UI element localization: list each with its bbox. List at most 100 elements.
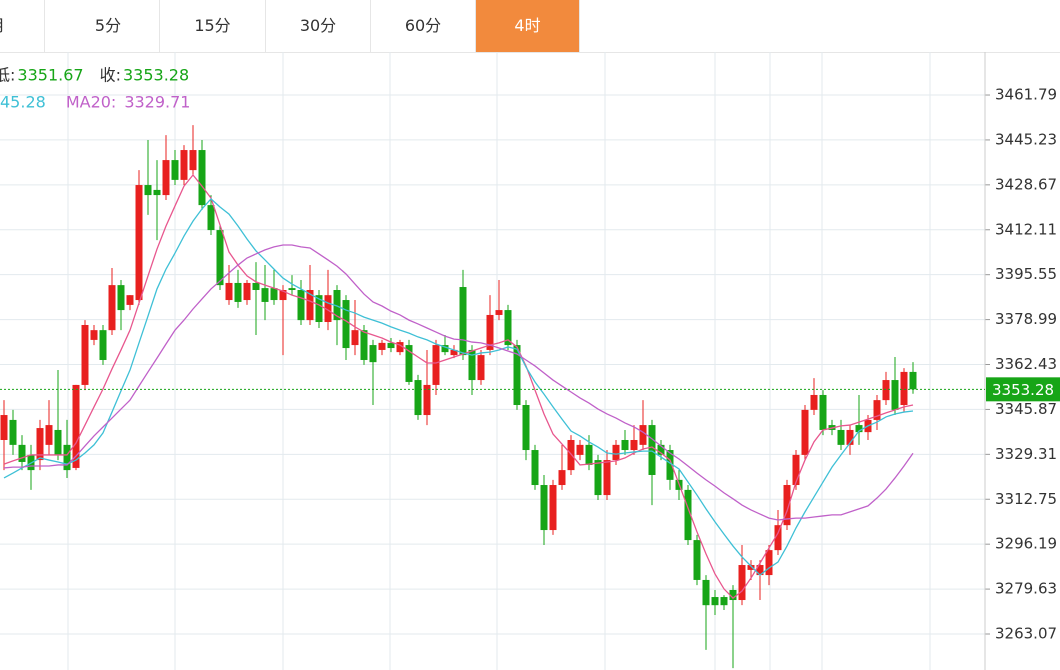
candle-body: [891, 380, 899, 410]
candle-body: [837, 429, 845, 445]
plot-area: [0, 125, 917, 669]
candle-body: [630, 439, 638, 451]
candle-body: [99, 330, 107, 360]
candle-body: [522, 405, 530, 451]
period-tab[interactable]: 月: [0, 0, 45, 52]
candle-body: [369, 345, 377, 363]
candle-body: [702, 579, 710, 606]
candle-body: [603, 460, 611, 496]
period-tab[interactable]: 4时: [476, 0, 580, 52]
candle-body: [405, 345, 413, 382]
candle-body: [432, 345, 440, 385]
candle-body: [477, 355, 485, 381]
candle-body: [810, 394, 818, 410]
candle-body: [729, 589, 737, 601]
candle-body: [756, 565, 764, 576]
candle-body: [549, 485, 557, 531]
period-tab[interactable]: 15分: [160, 0, 266, 52]
candle-body: [504, 310, 512, 346]
y-tick-label: 3345.87: [995, 400, 1057, 418]
y-tick-label: 3378.99: [995, 310, 1057, 328]
ma-line: [3, 244, 914, 521]
period-tab[interactable]: 5分: [57, 0, 160, 52]
candle-body: [72, 384, 80, 468]
candle-body: [252, 282, 260, 291]
header-label: 低:: [0, 66, 15, 85]
y-tick-label: 3362.43: [995, 355, 1057, 373]
candle-body: [855, 425, 863, 433]
candle-body: [765, 550, 773, 576]
candle-body: [846, 429, 854, 445]
candle-body: [387, 342, 395, 349]
candle-body: [81, 324, 89, 385]
candle-body: [576, 444, 584, 455]
candle-body: [738, 565, 746, 601]
y-tick-label: 3263.07: [995, 625, 1057, 643]
period-tab[interactable]: 60分: [371, 0, 476, 52]
candle-body: [297, 290, 305, 321]
candle-body: [819, 394, 827, 430]
candle-body: [18, 444, 26, 462]
candle-body: [414, 380, 422, 416]
candle-body: [108, 285, 116, 331]
candle-body: [684, 489, 692, 541]
y-tick-label: 3329.31: [995, 445, 1057, 463]
candle-body: [459, 287, 467, 356]
candle-body: [594, 460, 602, 496]
candle-body: [558, 470, 566, 486]
candle-body: [54, 429, 62, 455]
header-value: 3351.67: [17, 66, 83, 85]
candle-body: [495, 310, 503, 315]
candle-body: [693, 540, 701, 580]
candle-body: [792, 454, 800, 486]
candle-body: [909, 371, 917, 390]
candle-body: [441, 345, 449, 353]
candle-body: [225, 282, 233, 301]
candle-body: [126, 295, 134, 305]
candle-body: [639, 425, 647, 445]
candle-body: [783, 485, 791, 526]
candle-body: [513, 345, 521, 406]
candle-body: [621, 439, 629, 451]
candle-body: [243, 282, 251, 301]
last-price-label: 3353.28: [992, 381, 1054, 399]
header-value: 3353.28: [123, 66, 189, 85]
y-tick-label: 3428.67: [995, 175, 1057, 193]
candle-body: [63, 444, 71, 471]
candle-body: [540, 485, 548, 531]
ma-legend-text: MA20:: [66, 93, 117, 112]
ma-line: [3, 197, 914, 576]
candle-body: [144, 185, 152, 196]
candle-body: [774, 525, 782, 551]
candle-body: [342, 300, 350, 349]
y-tick-label: 3312.75: [995, 490, 1057, 508]
candle-body: [585, 444, 593, 465]
candle-body: [360, 330, 368, 360]
candle-body: [207, 205, 215, 231]
candle-body: [279, 290, 287, 301]
candle-body: [153, 189, 161, 196]
period-tabs: 月5分15分30分60分4时: [0, 0, 1060, 53]
candle-body: [531, 450, 539, 486]
candle-body: [396, 342, 404, 353]
candle-body: [873, 400, 881, 420]
candle-body: [666, 450, 674, 480]
candle-body: [486, 314, 494, 350]
candle-body: [324, 295, 332, 323]
candle-body: [450, 349, 458, 356]
y-tick-label: 3445.23: [995, 130, 1057, 148]
candle-body: [0, 415, 8, 440]
candle-body: [171, 160, 179, 180]
period-tab[interactable]: 30分: [266, 0, 371, 52]
candle-body: [423, 384, 431, 416]
y-tick-label: 3412.11: [995, 220, 1057, 238]
candle-body: [333, 290, 341, 321]
candle-body: [747, 565, 755, 570]
ma-legend-text: 45.28: [0, 93, 46, 112]
candle-body: [315, 295, 323, 323]
ma-line: [3, 173, 914, 599]
candle-body: [135, 185, 143, 301]
candle-body: [288, 288, 296, 291]
candle-body: [657, 444, 665, 455]
